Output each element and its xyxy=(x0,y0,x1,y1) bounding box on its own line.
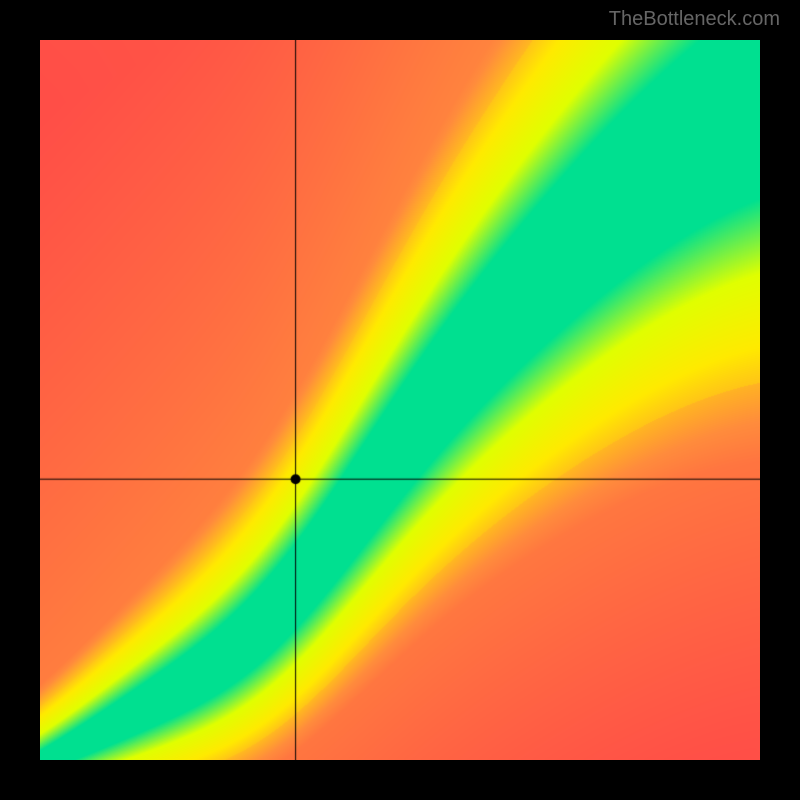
watermark-text: TheBottleneck.com xyxy=(609,8,780,31)
bottleneck-heatmap xyxy=(40,40,760,760)
